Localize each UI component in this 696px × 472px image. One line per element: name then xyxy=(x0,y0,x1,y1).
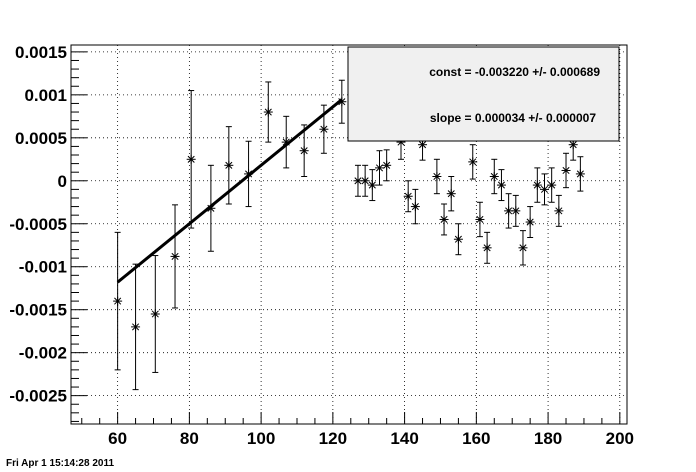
data-point xyxy=(170,251,180,261)
data-point xyxy=(337,97,347,107)
data-point xyxy=(539,184,549,194)
y-tick-label: -0.001 xyxy=(19,258,67,277)
data-point xyxy=(150,309,160,319)
x-tick-label: 80 xyxy=(180,429,199,448)
x-tick-label: 100 xyxy=(247,429,275,448)
data-point xyxy=(496,180,506,190)
data-point xyxy=(299,146,309,156)
fit-line-group xyxy=(116,98,343,284)
data-point xyxy=(482,243,492,253)
data-point xyxy=(532,180,542,190)
x-tick-label: 140 xyxy=(390,429,418,448)
data-point xyxy=(475,214,485,224)
stats-const-text: const = -0.003220 +/- 0.000689 xyxy=(429,65,600,79)
data-point xyxy=(511,206,521,216)
data-point xyxy=(382,160,392,170)
data-point xyxy=(206,203,216,213)
data-point xyxy=(468,157,478,167)
data-point xyxy=(319,124,329,134)
plot-frame xyxy=(70,44,628,425)
data-point xyxy=(131,322,141,332)
y-tick-label: -0.0015 xyxy=(9,301,67,320)
data-point xyxy=(281,137,291,147)
data-point xyxy=(518,243,528,253)
data-point xyxy=(575,169,585,179)
y-tick-label: -0.0005 xyxy=(9,215,67,234)
y-tick-label: 0 xyxy=(58,172,67,191)
timestamp-footer: Fri Apr 1 15:14:28 2011 xyxy=(6,458,115,469)
data-point xyxy=(525,217,535,227)
y-tick-label: -0.0025 xyxy=(9,387,67,406)
y-tick-labels: -0.0025 -0.002 -0.0015 -0.001 -0.0005 0 0.0005… xyxy=(9,43,67,406)
y-tick-label: 0.0015 xyxy=(15,43,67,62)
grid xyxy=(71,45,627,424)
data-point xyxy=(403,191,413,201)
y-tick-label: 0.0005 xyxy=(15,129,67,148)
x-tick-labels: 60 80 100 120 140 160 180 200 xyxy=(108,429,634,448)
data-point xyxy=(410,202,420,212)
data-point xyxy=(367,180,377,190)
data-point xyxy=(186,154,196,164)
data-point xyxy=(568,140,578,150)
x-tick-label: 120 xyxy=(319,429,347,448)
data-point xyxy=(418,140,428,150)
x-tick-label: 160 xyxy=(462,429,490,448)
data-point xyxy=(547,180,557,190)
y-tick-label: 0.001 xyxy=(24,86,67,105)
data-markers xyxy=(113,97,585,332)
y-tick-label: -0.002 xyxy=(19,344,67,363)
data-point xyxy=(446,189,456,199)
x-tick-label: 180 xyxy=(534,429,562,448)
data-point xyxy=(489,171,499,181)
data-point xyxy=(554,206,564,216)
data-point xyxy=(244,169,254,179)
x-tick-label: 60 xyxy=(108,429,127,448)
fit-line xyxy=(116,98,343,284)
stats-box: const = -0.003220 +/- 0.000689 slope = 0… xyxy=(347,46,620,142)
data-point xyxy=(360,176,370,186)
data-point xyxy=(224,160,234,170)
x-tick-label: 200 xyxy=(606,429,634,448)
data-point xyxy=(113,296,123,306)
data-point xyxy=(439,214,449,224)
data-point xyxy=(561,165,571,175)
data-point xyxy=(453,234,463,244)
data-point xyxy=(374,163,384,173)
stats-slope-text: slope = 0.000034 +/- 0.000007 xyxy=(430,111,596,125)
data-point xyxy=(432,171,442,181)
axis-ticks xyxy=(71,51,621,424)
data-point xyxy=(263,107,273,117)
stats-box-background xyxy=(347,46,620,142)
